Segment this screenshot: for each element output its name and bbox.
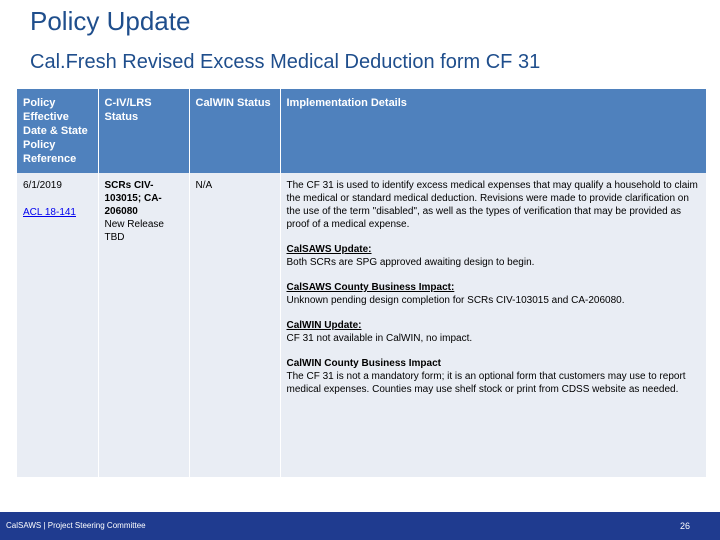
footer-bar: CalSAWS | Project Steering Committee 26 xyxy=(0,512,720,540)
table-header-row: Policy Effective Date & State Policy Ref… xyxy=(17,89,706,173)
detail-text: Both SCRs are SPG approved awaiting desi… xyxy=(286,257,535,268)
detail-calwin-update: CalWIN Update: CF 31 not available in Ca… xyxy=(287,319,701,345)
detail-text: CF 31 not available in CalWIN, no impact… xyxy=(286,333,473,344)
detail-heading: CalSAWS County Business Impact: xyxy=(286,282,455,293)
detail-calsaws-update: CalSAWS Update: Both SCRs are SPG approv… xyxy=(287,243,701,269)
detail-text: The CF 31 is not a mandatory form; it is… xyxy=(286,371,686,395)
footer-label: CalSAWS | Project Steering Committee xyxy=(6,521,146,530)
detail-intro: The CF 31 is used to identify excess med… xyxy=(287,179,701,231)
policy-table: Policy Effective Date & State Policy Ref… xyxy=(17,89,706,477)
table-row: 6/1/2019 ACL 18-141 SCRs CIV-103015; CA-… xyxy=(17,173,706,477)
detail-calsaws-county-impact: CalSAWS County Business Impact: Unknown … xyxy=(287,281,701,307)
header-civ-status: C-IV/LRS Status xyxy=(98,89,190,173)
detail-heading: CalWIN County Business Impact xyxy=(286,358,441,369)
release-status: New Release TBD xyxy=(104,219,164,243)
cell-policy-date: 6/1/2019 ACL 18-141 xyxy=(17,173,99,477)
detail-text: The CF 31 is used to identify excess med… xyxy=(286,180,698,230)
acl-reference-link[interactable]: ACL 18-141 xyxy=(23,207,76,218)
detail-heading: CalSAWS Update: xyxy=(286,244,372,255)
detail-text: Unknown pending design completion for SC… xyxy=(286,295,625,306)
scr-numbers: SCRs CIV-103015; CA-206080 xyxy=(104,180,162,217)
cell-calwin-status: N/A xyxy=(189,173,281,477)
effective-date: 6/1/2019 xyxy=(23,180,62,191)
detail-heading: CalWIN Update: xyxy=(286,320,362,331)
page-number: 26 xyxy=(679,521,690,531)
header-implementation-details: Implementation Details xyxy=(280,89,706,173)
cell-civ-status: SCRs CIV-103015; CA-206080 New Release T… xyxy=(98,173,190,477)
page-title: Policy Update xyxy=(30,6,191,36)
page-subtitle: Cal.Fresh Revised Excess Medical Deducti… xyxy=(30,51,541,73)
detail-calwin-county-impact: CalWIN County Business Impact The CF 31 … xyxy=(287,357,701,396)
header-calwin-status: CalWIN Status xyxy=(189,89,281,173)
header-policy-date: Policy Effective Date & State Policy Ref… xyxy=(17,89,99,173)
cell-implementation-details: The CF 31 is used to identify excess med… xyxy=(280,173,706,477)
